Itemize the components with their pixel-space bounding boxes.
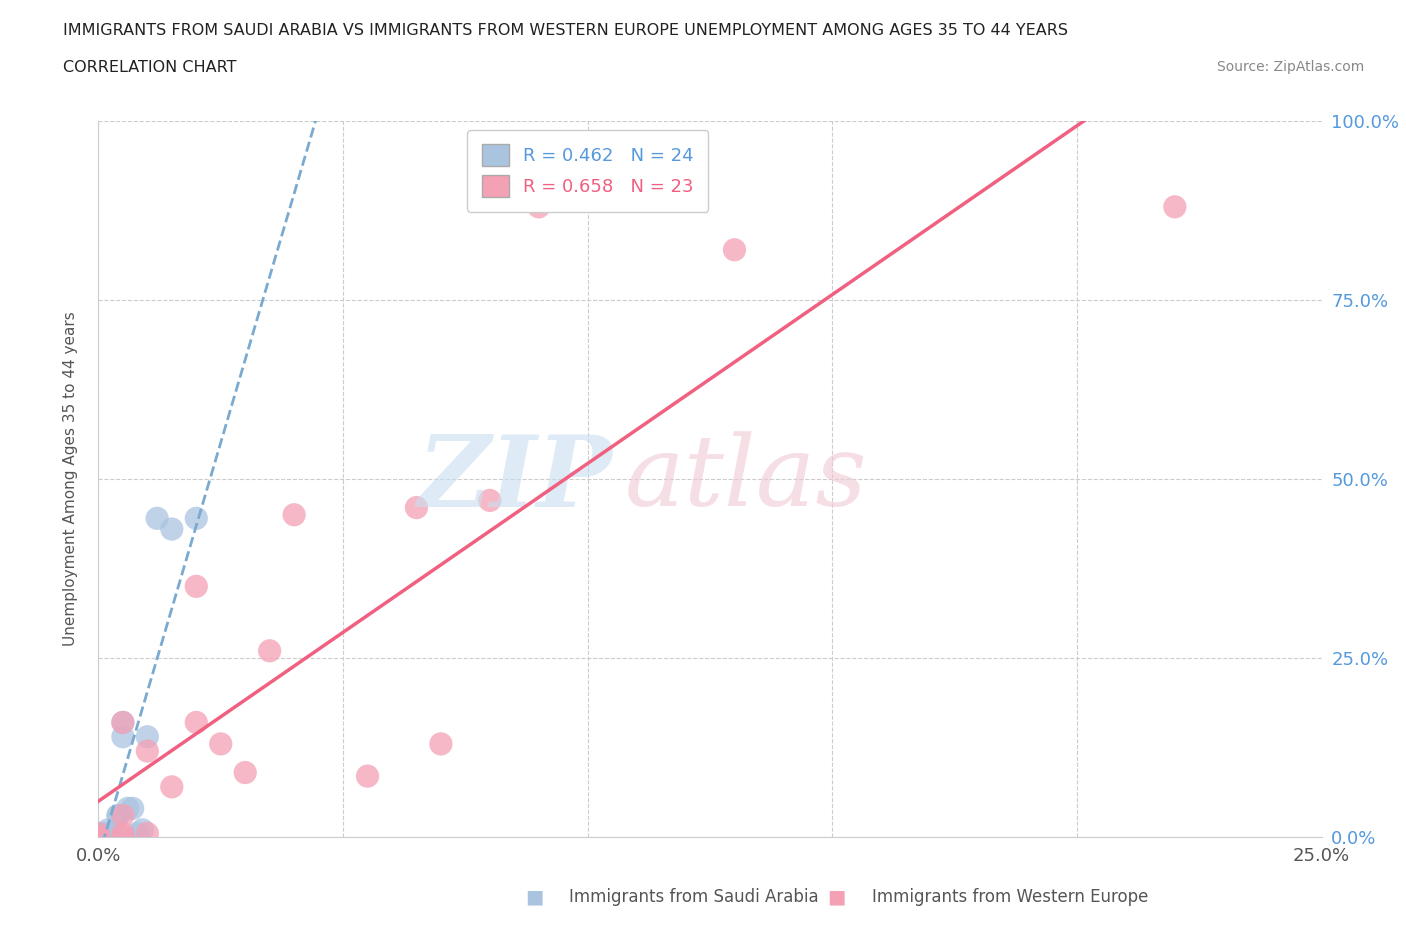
- Point: [121, 801, 143, 816]
- Text: ZIP: ZIP: [418, 431, 612, 527]
- Point: [87, 826, 110, 841]
- Point: [101, 826, 124, 841]
- Point: [136, 744, 159, 759]
- Text: Immigrants from Western Europe: Immigrants from Western Europe: [872, 888, 1149, 907]
- Point: [186, 715, 208, 730]
- Point: [186, 578, 208, 594]
- Point: [117, 801, 139, 816]
- Text: atlas: atlas: [624, 432, 868, 526]
- Point: [91, 830, 114, 844]
- Point: [97, 822, 120, 837]
- Point: [1164, 199, 1187, 214]
- Point: [131, 822, 153, 837]
- Point: [111, 729, 134, 744]
- Point: [87, 830, 110, 844]
- Point: [87, 830, 110, 844]
- Point: [186, 511, 208, 525]
- Point: [259, 644, 281, 658]
- Point: [127, 826, 149, 841]
- Y-axis label: Unemployment Among Ages 35 to 44 years: Unemployment Among Ages 35 to 44 years: [63, 312, 77, 646]
- Point: [111, 715, 134, 730]
- Point: [87, 830, 110, 844]
- Point: [111, 826, 134, 841]
- Point: [91, 826, 114, 841]
- Legend: R = 0.462   N = 24, R = 0.658   N = 23: R = 0.462 N = 24, R = 0.658 N = 23: [467, 130, 709, 212]
- Point: [111, 715, 134, 730]
- Text: CORRELATION CHART: CORRELATION CHART: [63, 60, 236, 75]
- Point: [160, 779, 183, 794]
- Point: [87, 830, 110, 844]
- Text: Immigrants from Saudi Arabia: Immigrants from Saudi Arabia: [569, 888, 820, 907]
- Point: [209, 737, 232, 751]
- Point: [87, 830, 110, 844]
- Point: [527, 199, 550, 214]
- Point: [87, 826, 110, 841]
- Point: [405, 500, 427, 515]
- Point: [107, 808, 129, 823]
- Text: ■: ■: [827, 888, 846, 907]
- Point: [146, 511, 169, 525]
- Point: [283, 508, 305, 523]
- Point: [430, 737, 453, 751]
- Point: [356, 769, 378, 784]
- Text: IMMIGRANTS FROM SAUDI ARABIA VS IMMIGRANTS FROM WESTERN EUROPE UNEMPLOYMENT AMON: IMMIGRANTS FROM SAUDI ARABIA VS IMMIGRAN…: [63, 23, 1069, 38]
- Text: Source: ZipAtlas.com: Source: ZipAtlas.com: [1216, 60, 1364, 74]
- Point: [136, 729, 159, 744]
- Point: [107, 808, 129, 823]
- Point: [111, 830, 134, 844]
- Point: [478, 493, 501, 508]
- Point: [160, 522, 183, 537]
- Point: [136, 826, 159, 841]
- Point: [87, 830, 110, 844]
- Point: [723, 243, 745, 258]
- Point: [233, 765, 256, 780]
- Point: [97, 826, 120, 841]
- Point: [111, 808, 134, 823]
- Point: [87, 826, 110, 841]
- Point: [87, 830, 110, 844]
- Text: ■: ■: [524, 888, 544, 907]
